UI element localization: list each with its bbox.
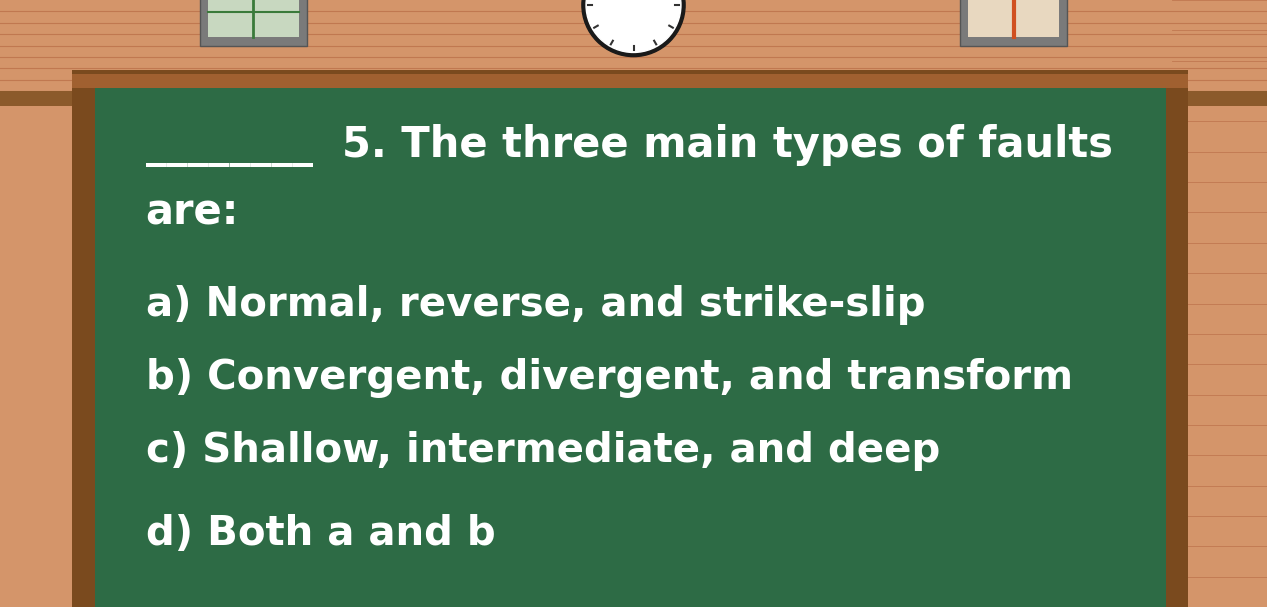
Bar: [960, 0, 1067, 46]
Bar: [208, 0, 299, 37]
Text: c) Shallow, intermediate, and deep: c) Shallow, intermediate, and deep: [146, 430, 940, 470]
Text: ________  5. The three main types of faults: ________ 5. The three main types of faul…: [146, 124, 1112, 168]
Text: b) Convergent, divergent, and transform: b) Convergent, divergent, and transform: [146, 358, 1073, 398]
Bar: [968, 0, 1059, 37]
Bar: [200, 0, 307, 46]
Text: are:: are:: [146, 192, 239, 234]
Text: a) Normal, reverse, and strike-slip: a) Normal, reverse, and strike-slip: [146, 285, 925, 325]
Bar: [1172, 91, 1267, 607]
Bar: [72, 74, 1188, 88]
Bar: [0, 0, 1267, 91]
Bar: [72, 70, 1188, 607]
Circle shape: [582, 0, 685, 56]
Circle shape: [587, 0, 680, 52]
Bar: [208, 0, 299, 37]
Text: d) Both a and b: d) Both a and b: [146, 514, 495, 554]
Bar: [95, 88, 1166, 607]
Bar: [0, 91, 1267, 106]
